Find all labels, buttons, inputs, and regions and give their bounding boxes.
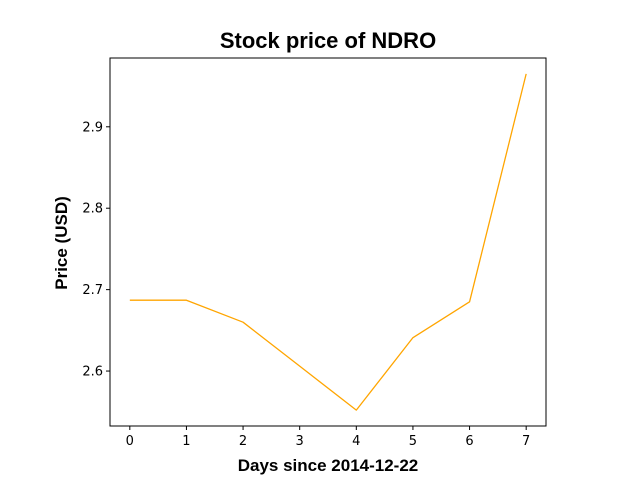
y-tick-label: 2.8 [82, 202, 103, 217]
y-tick-label: 2.7 [82, 283, 103, 298]
x-axis-ticks: 0 1 2 3 4 5 6 7 [126, 426, 530, 449]
x-tick-label: 3 [296, 434, 304, 449]
x-tick-label: 0 [126, 434, 134, 449]
x-tick-label: 6 [465, 434, 473, 449]
y-tick-label: 2.9 [82, 120, 103, 135]
plot-series [129, 73, 527, 411]
x-axis-label: Days since 2014-12-22 [238, 456, 419, 475]
x-tick-label: 2 [239, 434, 247, 449]
price-line [129, 73, 527, 411]
x-tick-label: 7 [522, 434, 530, 449]
y-tick-label: 2.6 [82, 365, 103, 380]
chart-title: Stock price of NDRO [220, 28, 436, 53]
x-tick-label: 4 [352, 434, 360, 449]
x-tick-label: 1 [182, 434, 190, 449]
x-tick-label: 5 [409, 434, 417, 449]
plot-frame [109, 57, 547, 427]
y-axis-label: Price (USD) [52, 196, 71, 290]
y-axis-ticks: 2.6 2.7 2.8 2.9 [82, 120, 110, 380]
